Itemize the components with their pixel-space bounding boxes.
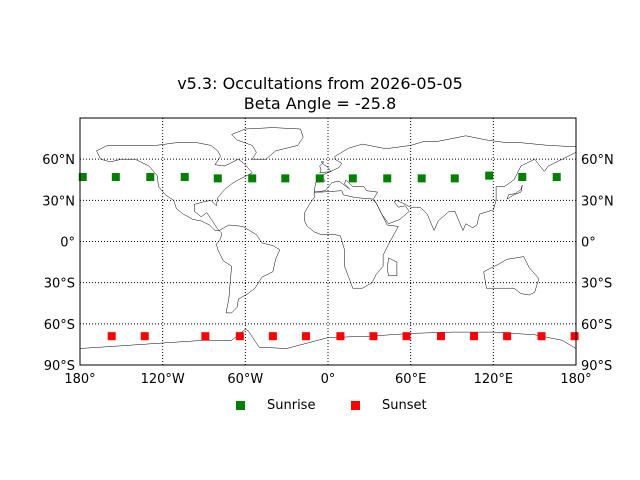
sunrise-point [180,173,189,182]
x-tick-label: 120°W [141,372,185,387]
sunrise-point [281,174,290,183]
coastlines [79,127,577,366]
y-tick-label-right: 30°N [581,194,614,209]
x-tick-label: 180° [64,372,95,387]
sunrise-point [78,173,87,182]
coastline-4 [313,135,577,232]
coastline-0 [96,142,253,231]
sunrise-point [383,174,392,183]
coastline-8 [506,185,523,200]
y-tick-label-left: 90°S [44,359,75,374]
sunset-point [107,332,116,341]
sunrise-point [213,174,222,183]
y-tick-label-right: 60°S [581,318,612,333]
legend-label-sunrise: Sunrise [267,398,316,413]
sunset-point [537,332,546,341]
coastline-6 [79,329,577,366]
plot-frame [79,117,577,366]
sunset-point [503,332,512,341]
coastline-9 [386,257,398,277]
sunset-point [140,332,149,341]
occultation-markers [78,171,579,341]
y-tick-label-right: 30°S [581,277,612,292]
legend-marker-sunset [351,401,360,410]
y-tick-label-left: 30°S [44,277,75,292]
coastline-2 [231,127,304,160]
sunrise-point [348,174,357,183]
y-tick-label-right: 90°S [581,359,612,374]
x-tick-label: 60°W [227,372,263,387]
y-tick-label-right: 0° [581,236,596,251]
sunrise-point [417,174,426,183]
y-tick-label-left: 60°S [44,318,75,333]
legend-label-sunset: Sunset [382,398,427,413]
tick-labels: 180° 120°W 60°W 0° 60°E 120°E 180° 60°N 60°N 30°N… [42,153,614,387]
map-plot: 180° 120°W 60°W 0° 60°E 120°E 180° 60°N 60°N 30°N… [42,117,614,387]
sunrise-point [450,174,459,183]
x-tick-label: 180° [560,372,591,387]
legend-item-sunrise: Sunrise [236,398,315,413]
sunset-point [570,332,579,341]
sunset-point [436,332,445,341]
sunset-point [301,332,310,341]
y-tick-label-right: 60°N [581,153,614,168]
sunrise-point [485,171,494,180]
y-tick-label-left: 60°N [42,153,75,168]
sunrise-point [552,173,561,182]
coastline-3 [304,190,399,289]
sunrise-point [111,173,120,182]
legend: Sunrise Sunset [0,398,640,420]
y-tick-label-left: 30°N [42,194,75,209]
sunset-point [402,332,411,341]
sunset-point [369,332,378,341]
x-tick-label: 0° [321,372,336,387]
sunset-point [268,332,277,341]
legend-item-sunset: Sunset [351,398,427,413]
sunrise-point [146,173,155,182]
sunset-point [201,332,210,341]
graticule [80,118,576,365]
x-tick-label: 120°E [474,372,514,387]
sunrise-point [518,173,527,182]
sunset-point [336,332,345,341]
sunset-point [470,332,479,341]
sunset-point [235,332,244,341]
coastline-1 [216,224,281,314]
coastline-7 [319,161,332,174]
chart-title-line-2: Beta Angle = -25.8 [243,94,397,113]
chart-title-line-1: v5.3: Occultations from 2026-05-05 [177,74,463,93]
sunrise-point [315,174,324,183]
y-tick-label-left: 0° [60,236,75,251]
legend-marker-sunrise [236,401,245,410]
coastline-5 [483,256,540,296]
x-tick-label: 60°E [395,372,426,387]
sunrise-point [248,174,257,183]
